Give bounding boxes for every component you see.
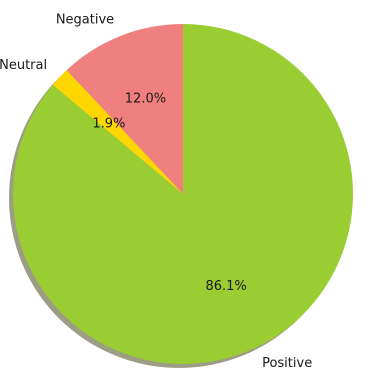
pie-slice-neutral — [52, 70, 183, 194]
pie-slices-group — [12, 24, 353, 365]
slice-percent-positive: 86.1% — [205, 279, 246, 294]
pie-slice-positive — [12, 24, 353, 365]
slice-label-neutral: Neutral — [0, 58, 47, 73]
pie-labels-group: Negative 12.0% Neutral 1.9% Positive 86.1% — [0, 13, 312, 369]
slice-label-negative: Negative — [56, 13, 114, 28]
slice-percent-neutral: 1.9% — [92, 116, 125, 131]
slice-percent-negative: 12.0% — [125, 92, 166, 107]
pie-slice-negative — [66, 24, 183, 194]
slice-label-positive: Positive — [262, 356, 312, 369]
